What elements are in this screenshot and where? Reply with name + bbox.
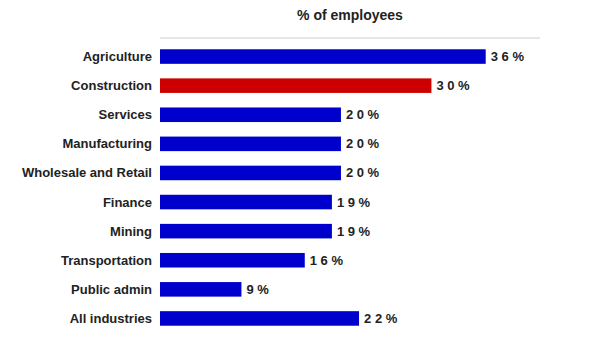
- data-label: 1 6 %: [310, 253, 344, 268]
- chart-svg: % of employees Agriculture 3 6 % Constructi…: [0, 0, 610, 345]
- category-label: Transportation: [61, 253, 152, 268]
- chart-container: % of employees Agriculture 3 6 % Constructi…: [0, 0, 610, 345]
- category-label: Wholesale and Retail: [22, 165, 152, 180]
- category-label: All industries: [70, 311, 152, 326]
- data-label: 2 2 %: [364, 311, 398, 326]
- category-label: Mining: [110, 224, 152, 239]
- labels: Agriculture 3 6 % Construction 3 0 % Service…: [22, 49, 524, 326]
- bar: [160, 224, 332, 239]
- category-label: Agriculture: [83, 49, 152, 64]
- data-label: 2 0 %: [346, 107, 380, 122]
- category-label: Finance: [103, 195, 152, 210]
- data-label: 2 0 %: [346, 165, 380, 180]
- bar: [160, 49, 486, 64]
- bar: [160, 166, 341, 181]
- category-label: Construction: [71, 78, 152, 93]
- bar: [160, 107, 341, 122]
- category-label: Services: [99, 107, 153, 122]
- bar: [160, 78, 431, 93]
- bar: [160, 253, 305, 268]
- data-label: 3 0 %: [436, 78, 470, 93]
- bars: [160, 49, 486, 325]
- bar: [160, 195, 332, 210]
- category-label: Manufacturing: [62, 136, 152, 151]
- data-label: 1 9 %: [337, 195, 371, 210]
- data-label: 9 %: [246, 282, 269, 297]
- x-axis-line: [160, 38, 540, 39]
- axis-title: % of employees: [297, 7, 403, 23]
- bar: [160, 282, 241, 297]
- data-label: 1 9 %: [337, 224, 371, 239]
- data-label: 2 0 %: [346, 136, 380, 151]
- category-label: Public admin: [71, 282, 152, 297]
- bar: [160, 137, 341, 152]
- data-label: 3 6 %: [491, 49, 525, 64]
- bar: [160, 311, 359, 326]
